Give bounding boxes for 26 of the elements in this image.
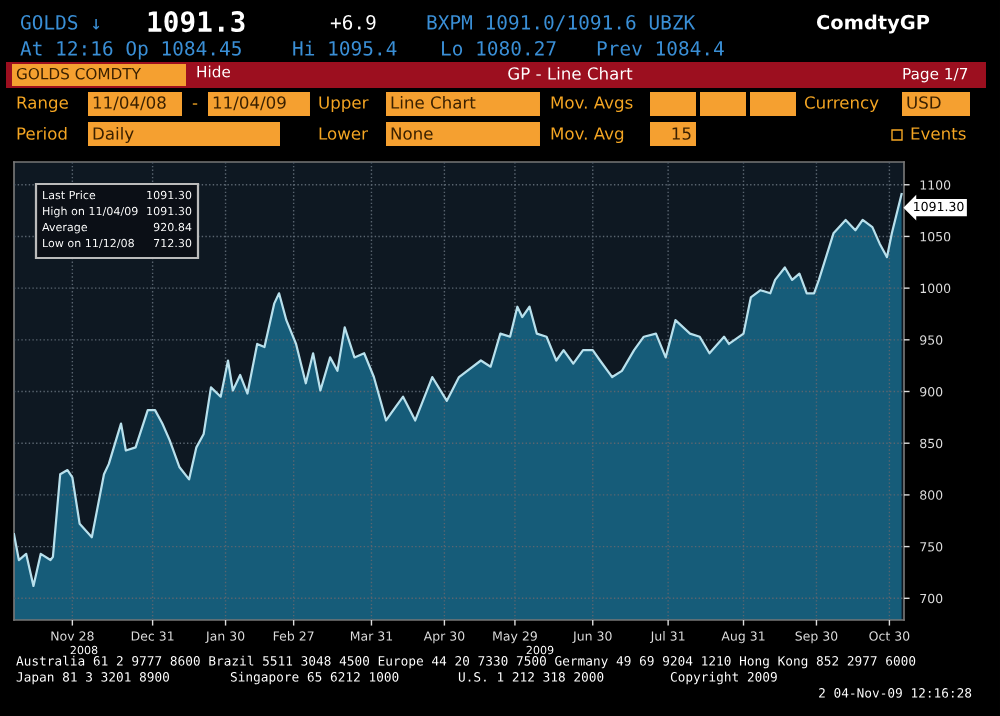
text: Currency [804, 96, 879, 113]
text: ComdtyGP [816, 14, 930, 34]
text: 15 [672, 127, 691, 140]
text: Lo 1080.27 [442, 40, 556, 56]
text: Upper [319, 96, 369, 113]
text: Hi 1095.4 [293, 40, 397, 56]
text: USD [907, 96, 941, 109]
text: - [192, 103, 198, 105]
text: Period [17, 126, 67, 140]
text: Line Chart [391, 95, 476, 109]
text: 11/04/08 [93, 96, 166, 111]
text: Prev 1084.4 [597, 40, 724, 56]
text: Lower [319, 127, 368, 140]
chart-title: GP - Line Chart [508, 66, 633, 80]
text: 1091.3 [148, 11, 245, 33]
text: Range [17, 96, 68, 113]
text: Events [911, 127, 966, 140]
text: 11/04/09 [213, 96, 286, 111]
text: GOLDS ↓ [20, 14, 100, 30]
text: Daily [93, 126, 134, 144]
text: None [391, 127, 433, 140]
text: At 12:16 Op 1084.45 [20, 40, 241, 60]
text: Mov. Avg [551, 127, 624, 144]
text: Mov. Avgs [551, 96, 633, 113]
text: BXPM 1091.0/1091.6 UBZK [427, 14, 696, 32]
text: +6.9 [330, 14, 376, 30]
